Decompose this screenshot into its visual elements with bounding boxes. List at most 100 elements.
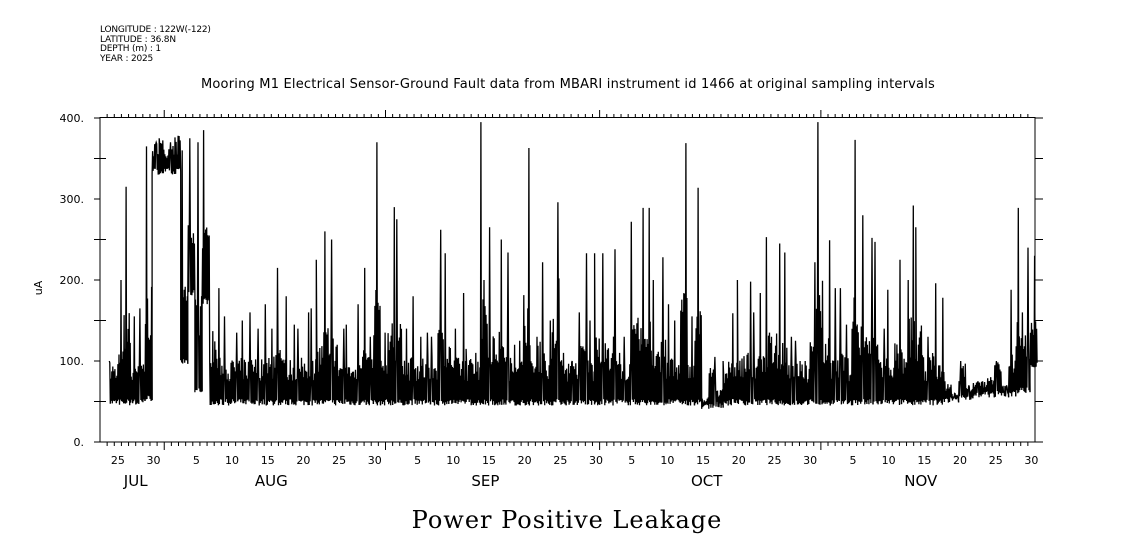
data-trace-day [679,143,689,406]
data-trace-day [793,340,803,405]
data-trace-day [701,397,710,409]
y-tick-label: 100. [60,355,85,368]
data-trace-day [558,278,567,406]
data-trace-day [993,360,1003,398]
data-trace-day [658,257,667,406]
data-trace-day [872,241,881,405]
x-tick-label: 20 [732,454,746,467]
x-tick-label: 20 [296,454,310,467]
data-trace-day [772,243,781,406]
x-tick-label: 10 [882,454,896,467]
x-tick-label: 30 [147,454,161,467]
data-trace-day [800,360,810,406]
data-trace-day [144,146,153,402]
x-tick-label: 30 [1024,454,1038,467]
x-tick-label: 10 [660,454,674,467]
data-trace-day [130,316,139,405]
data-trace-day [372,142,382,406]
x-tick-label: 15 [261,454,275,467]
data-trace-day [515,340,524,406]
data-trace-day [986,377,995,398]
data-trace-day [808,262,817,404]
data-trace-day [922,336,931,403]
data-trace-day [422,332,432,405]
y-tick-label: 200. [60,274,85,287]
data-trace-day [850,139,860,406]
data-trace-day [529,336,539,406]
data-trace-day [893,259,903,406]
data-trace-day [608,249,617,406]
data-layer [108,122,1038,409]
year-text: YEAR : 2025 [100,53,154,64]
month-label: JUL [123,472,148,490]
data-trace-day [344,324,353,405]
data-trace-day [643,207,653,406]
data-trace-day [244,312,253,405]
data-trace-day [329,239,339,406]
data-trace-day [494,239,503,406]
data-trace-day [686,316,696,406]
data-trace-day [301,312,310,406]
data-trace-day [729,313,739,406]
data-trace-day [565,360,574,406]
x-tick-label: 25 [553,454,567,467]
x-tick-label: 15 [917,454,931,467]
data-trace-day [229,332,239,404]
data-trace-day [536,262,546,406]
data-trace-day [137,308,146,405]
x-tick-label: 25 [989,454,1003,467]
data-trace-day [386,207,396,406]
data-trace-day [258,304,267,406]
y-tick-label: 400. [60,112,85,125]
data-trace-day [337,328,346,405]
data-trace-day [187,138,196,364]
data-trace-day [586,320,596,405]
x-tick-label: 5 [849,454,856,467]
data-trace-day [465,348,474,406]
data-trace-day [486,227,496,406]
axes: 25 30 5 10 15 20 25 30 5 10 15 20 25 30 5 10 15 20 25 30 5 10… [60,110,1043,490]
data-trace-day [1007,289,1017,398]
data-trace-day [265,328,275,406]
data-trace-day [180,150,189,364]
data-trace-day [394,219,403,404]
x-tick-label: 10 [446,454,460,467]
data-trace-day [836,288,846,405]
data-trace-day [743,281,753,406]
data-trace-day [672,320,681,403]
data-trace-day [722,360,731,408]
data-trace-day [401,328,410,406]
data-trace-day [736,279,746,405]
data-trace-day [943,381,953,403]
data-trace-day [215,288,225,406]
data-trace-day [122,186,132,406]
data-trace-day [444,253,453,406]
x-tick-label: 25 [332,454,346,467]
y-tick-label: 300. [60,193,85,206]
chart-title: Mooring M1 Electrical Sensor-Ground Faul… [200,77,935,92]
x-tick-label: 30 [803,454,817,467]
x-tick-label: 25 [111,454,125,467]
month-label: OCT [691,472,723,490]
data-trace-day [294,328,303,406]
data-trace-day [929,283,938,406]
data-trace-day [879,328,888,405]
latitude-text: LATITUDE : 36.8N [100,34,176,45]
data-trace-day [829,288,838,406]
x-tick-label: 5 [414,454,421,467]
data-trace-day [715,389,724,408]
data-trace-day [108,360,118,404]
x-tick-label: 30 [589,454,603,467]
data-trace-day [886,289,896,405]
data-trace-day [544,320,553,406]
data-trace-day [900,279,910,405]
data-trace-day [822,240,831,406]
metadata-block: LONGITUDE : 122W(-122) LATITUDE : 36.8N … [100,25,211,64]
data-trace-day [408,296,417,406]
data-trace-day [172,135,182,175]
data-trace-day [365,336,375,406]
data-trace-day [351,304,360,406]
x-tick-label: 20 [953,454,967,467]
x-tick-label: 30 [368,454,382,467]
